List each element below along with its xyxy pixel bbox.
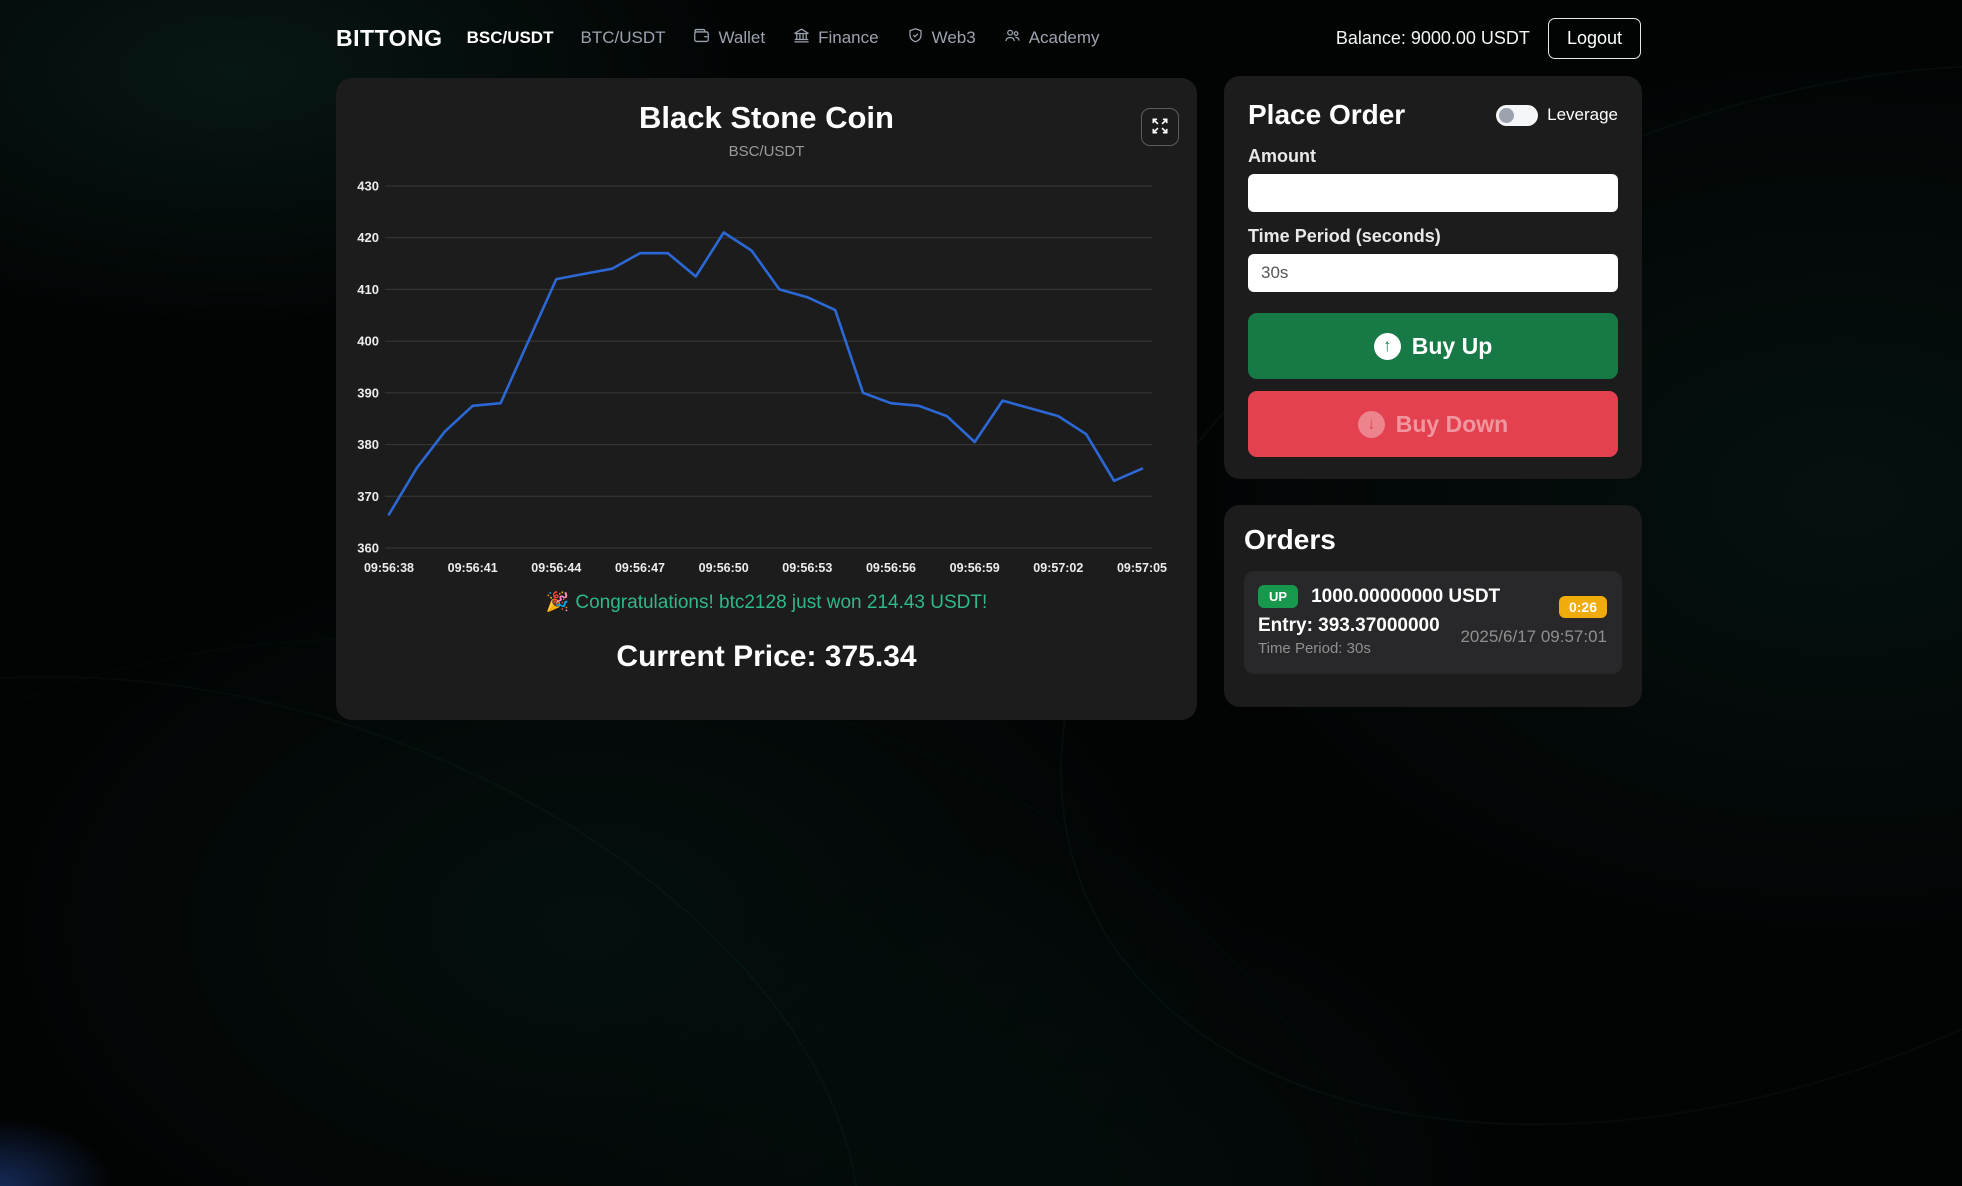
wallet-icon (692, 26, 711, 50)
fullscreen-button[interactable] (1141, 108, 1179, 146)
svg-text:390: 390 (357, 385, 379, 400)
buy-down-label: Buy Down (1395, 410, 1509, 437)
chart-subtitle: BSC/USDT (728, 143, 805, 160)
svg-text:380: 380 (357, 437, 379, 452)
order-timestamp: 2025/6/17 09:57:01 (1460, 627, 1607, 646)
nav-item-web3[interactable]: Web3 (906, 26, 976, 50)
direction-badge: UP (1258, 585, 1299, 608)
svg-text:430: 430 (357, 179, 379, 194)
buy-down-button[interactable]: ↓ Buy Down (1248, 391, 1618, 457)
svg-text:09:57:05: 09:57:05 (1117, 561, 1167, 575)
buy-up-label: Buy Up (1411, 332, 1493, 359)
place-order-panel: Place Order Leverage Amount Time Period … (1224, 76, 1642, 479)
svg-text:09:56:41: 09:56:41 (448, 561, 498, 575)
logout-button[interactable]: Logout (1547, 17, 1641, 59)
nav-item-label: Web3 (931, 28, 976, 47)
order-time-period: Time Period: 30s (1258, 640, 1371, 657)
time-period-select[interactable]: 30s (1248, 254, 1618, 292)
congratulations-text: Congratulations! btc2128 just won 214.43… (575, 592, 988, 613)
nav-item-bsc-usdt[interactable]: BSC/USDT (467, 28, 554, 48)
order-amount: 1000.00000000 USDT (1311, 585, 1501, 607)
price-chart: 360 370 380 390 400 410 420 430 09:56:38 09:56:41… (336, 170, 1197, 582)
order-list-item: UP 1000.00000000 USDT 0:26 Entry: 393.37… (1244, 571, 1622, 674)
arrow-down-circle-icon: ↓ (1357, 410, 1385, 438)
svg-text:420: 420 (357, 230, 379, 245)
chart-title: Black Stone Coin (639, 100, 894, 135)
svg-text:09:56:50: 09:56:50 (699, 561, 749, 575)
nav-item-label: Wallet (718, 28, 766, 47)
place-order-title: Place Order (1248, 99, 1406, 130)
nav-item-label: Finance (818, 28, 879, 47)
svg-text:09:56:53: 09:56:53 (782, 561, 832, 575)
brand-logo: BITTONG (336, 24, 443, 51)
order-row-main: UP 1000.00000000 USDT (1258, 585, 1608, 608)
svg-text:09:56:59: 09:56:59 (950, 561, 1000, 575)
svg-text:09:57:02: 09:57:02 (1033, 561, 1083, 575)
top-navbar: BITTONG BSC/USDT BTC/USDT Wallet Finance (336, 0, 1641, 76)
current-price: Current Price: 375.34 (616, 640, 917, 673)
amount-label: Amount (1248, 146, 1316, 166)
nav-item-label: BSC/USDT (466, 28, 554, 47)
svg-text:400: 400 (357, 334, 379, 349)
amount-input[interactable] (1248, 174, 1618, 212)
svg-text:09:56:47: 09:56:47 (615, 561, 665, 575)
chart-card: Black Stone Coin BSC/USDT 360 370 380 390 40… (336, 78, 1197, 720)
nav-item-wallet[interactable]: Wallet (692, 26, 765, 50)
leverage-toggle[interactable] (1496, 104, 1539, 126)
toggle-knob (1499, 107, 1515, 123)
order-entry-price: Entry: 393.37000000 (1258, 615, 1440, 636)
nav-item-label: BTC/USDT (580, 28, 666, 47)
nav-item-btc-usdt[interactable]: BTC/USDT (580, 28, 665, 48)
nav-right: Balance: 9000.00 USDT Logout (1335, 17, 1641, 59)
arrow-up-circle-icon: ↑ (1373, 332, 1401, 360)
svg-text:09:56:56: 09:56:56 (866, 561, 916, 575)
nav-item-academy[interactable]: Academy (1003, 26, 1100, 50)
party-popper-icon: 🎉 (545, 592, 570, 613)
svg-text:410: 410 (357, 282, 379, 297)
orders-title: Orders (1244, 524, 1336, 555)
countdown-badge: 0:26 (1558, 596, 1607, 618)
nav-item-label: Academy (1028, 28, 1100, 47)
nav-links: BSC/USDT BTC/USDT Wallet Finance (467, 26, 1100, 50)
place-order-header: Place Order Leverage (1248, 98, 1618, 132)
svg-text:370: 370 (357, 489, 379, 504)
shield-icon (906, 26, 925, 50)
expand-icon (1150, 116, 1170, 139)
buy-up-button[interactable]: ↑ Buy Up (1248, 313, 1618, 379)
svg-text:09:56:38: 09:56:38 (364, 561, 414, 575)
svg-text:360: 360 (357, 541, 379, 556)
leverage-control: Leverage (1496, 104, 1618, 126)
leverage-label: Leverage (1547, 105, 1618, 124)
time-period-label: Time Period (seconds) (1248, 226, 1441, 246)
congratulations-banner: 🎉 Congratulations! btc2128 just won 214.4… (336, 590, 1197, 614)
price-line (387, 231, 1144, 516)
orders-panel: Orders UP 1000.00000000 USDT 0:26 Entry:… (1224, 505, 1642, 707)
people-icon (1003, 26, 1022, 50)
bank-icon (792, 26, 811, 50)
svg-text:09:56:44: 09:56:44 (531, 561, 581, 575)
balance-text: Balance: 9000.00 USDT (1335, 27, 1530, 48)
nav-item-finance[interactable]: Finance (792, 26, 879, 50)
